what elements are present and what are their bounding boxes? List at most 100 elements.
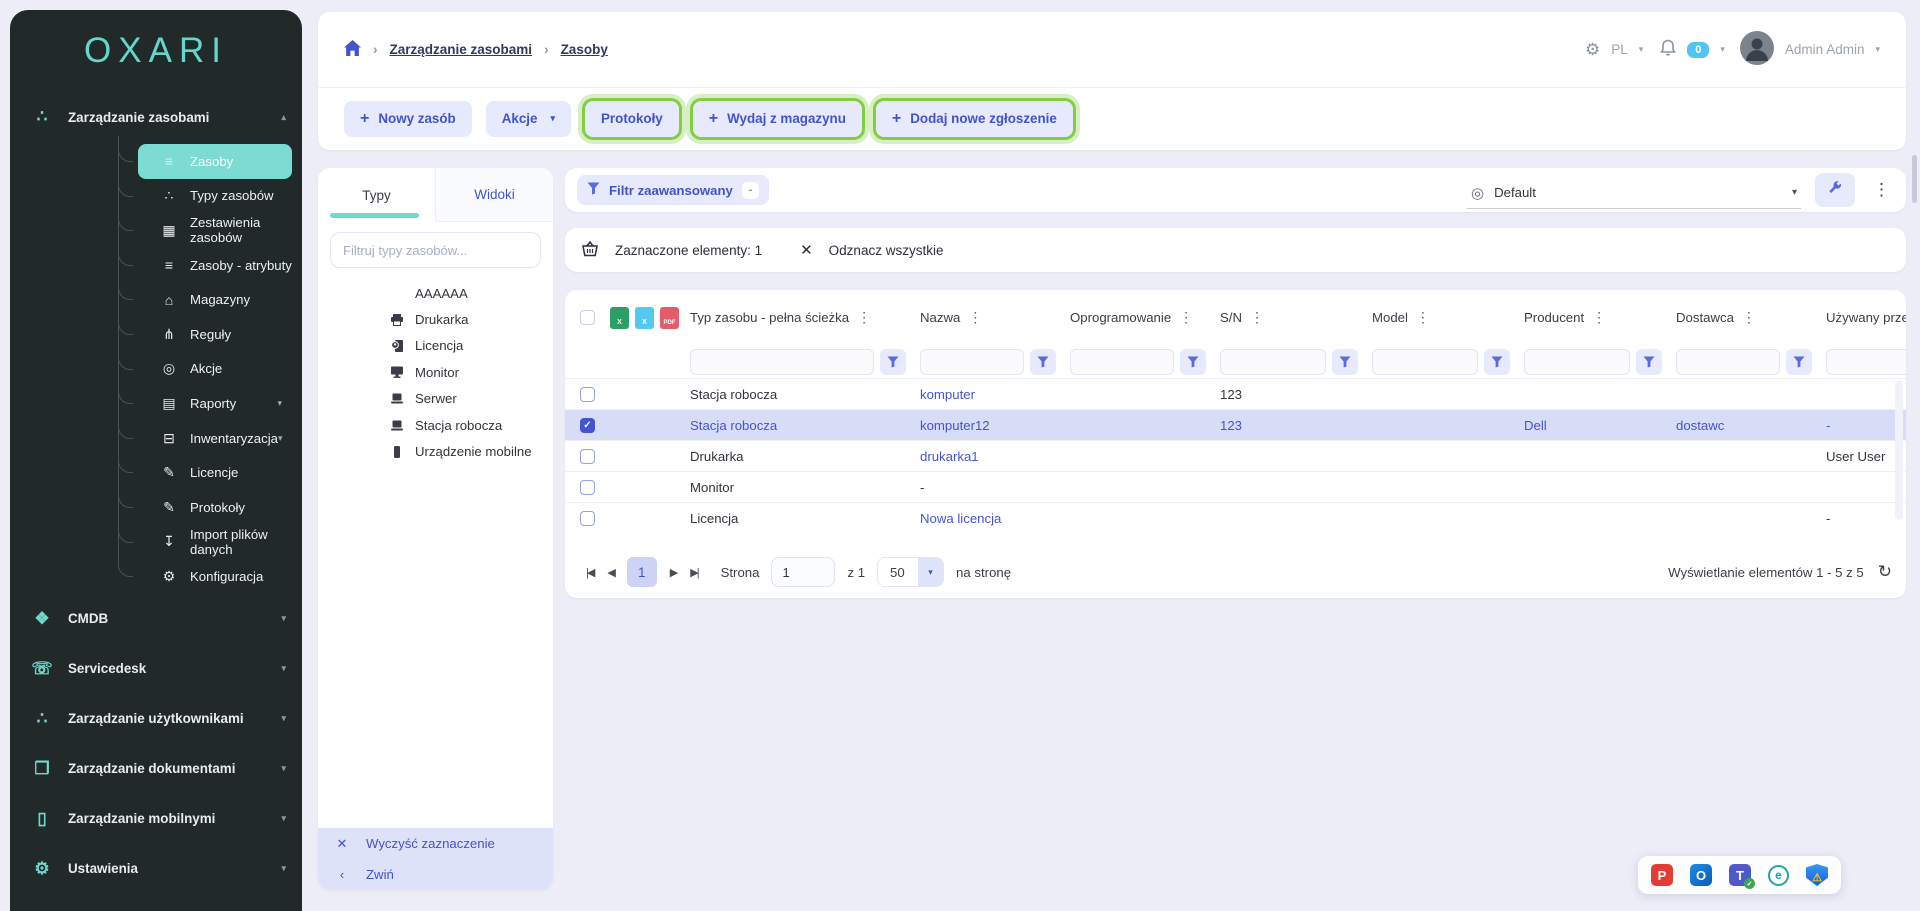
sidebar-item-zasoby[interactable]: ≡ Zasoby bbox=[118, 137, 292, 179]
asset-link[interactable]: drukarka1 bbox=[920, 448, 979, 464]
dodaj-nowe-zgloszenie-button[interactable]: + Dodaj nowe zgłoszenie bbox=[875, 100, 1073, 137]
sidebar-item-zasoby-atrybuty[interactable]: ≡ Zasoby - atrybuty bbox=[118, 240, 292, 283]
column-filter-button[interactable] bbox=[1786, 348, 1812, 375]
user-name[interactable]: Admin Admin bbox=[1784, 42, 1865, 57]
protokoly-button[interactable]: Protokoły bbox=[585, 100, 679, 137]
sidebar-item-konfiguracja[interactable]: ⚙ Konfiguracja bbox=[118, 552, 292, 594]
sidebar-section-ustawienia[interactable]: ⚙ Ustawienia ▾ bbox=[10, 844, 302, 894]
column-menu-icon[interactable]: ⋮ bbox=[1179, 309, 1194, 325]
red-p-app-icon[interactable]: P bbox=[1651, 864, 1673, 886]
tab-widoki[interactable]: Widoki bbox=[435, 168, 553, 222]
filter-input-dostawca[interactable] bbox=[1676, 348, 1780, 375]
gear-icon[interactable]: ⚙ bbox=[1584, 39, 1601, 59]
next-page-button[interactable]: ▶ bbox=[669, 566, 679, 579]
advanced-filter-button[interactable]: Filtr zaawansowany - bbox=[577, 175, 769, 205]
type-item-stacja-robocza[interactable]: Stacja robocza bbox=[318, 412, 553, 438]
table-row[interactable]: Monitor - bbox=[565, 471, 1906, 502]
filter-input-typ[interactable] bbox=[690, 348, 874, 375]
view-select[interactable]: ◎ Default ▾ bbox=[1467, 177, 1801, 209]
page-scrollbar-thumb[interactable] bbox=[1912, 155, 1917, 203]
sidebar-item-zestawienia-zasobow[interactable]: ▦ Zestawienia zasobów bbox=[118, 206, 292, 248]
column-filter-button[interactable] bbox=[1180, 348, 1206, 375]
current-page-button[interactable]: 1 bbox=[626, 557, 657, 587]
sidebar-section-servicedesk[interactable]: ☏ Servicedesk ▾ bbox=[10, 644, 302, 694]
teams-icon[interactable]: T ✓ bbox=[1729, 864, 1755, 889]
column-menu-icon[interactable]: ⋮ bbox=[1741, 309, 1756, 325]
table-row[interactable]: Licencja Nowa licencja - bbox=[565, 502, 1906, 533]
type-item-monitor[interactable]: Monitor bbox=[318, 359, 553, 385]
producer-link[interactable]: Dell bbox=[1524, 417, 1547, 433]
page-number-input[interactable] bbox=[771, 557, 836, 587]
tab-typy[interactable]: Typy bbox=[318, 168, 435, 222]
filter-input-producent[interactable] bbox=[1524, 348, 1630, 375]
column-filter-button[interactable] bbox=[1484, 348, 1510, 375]
sidebar-section-dokumenty[interactable]: ❐ Zarządzanie dokumentami ▾ bbox=[10, 744, 302, 794]
deselect-all-button[interactable]: Odznacz wszystkie bbox=[828, 242, 944, 258]
row-checkbox[interactable] bbox=[580, 448, 595, 464]
column-filter-button[interactable] bbox=[1332, 348, 1358, 375]
filter-input-model[interactable] bbox=[1372, 348, 1478, 375]
column-menu-icon[interactable]: ⋮ bbox=[968, 309, 983, 325]
table-row[interactable]: Stacja robocza komputer 123 bbox=[565, 378, 1906, 409]
export-csv-icon[interactable]: X bbox=[635, 306, 654, 329]
view-settings-button[interactable] bbox=[1815, 173, 1855, 207]
row-checkbox[interactable] bbox=[580, 386, 595, 402]
select-all-checkbox[interactable] bbox=[580, 310, 595, 325]
column-menu-icon[interactable]: ⋮ bbox=[1249, 309, 1264, 325]
sidebar-item-reguly[interactable]: ⋔ Reguły bbox=[118, 310, 292, 352]
refresh-icon[interactable]: ↻ bbox=[1877, 562, 1892, 581]
first-page-button[interactable]: |◀ bbox=[586, 566, 595, 579]
sidebar-item-licencje[interactable]: ✎ Licencje bbox=[118, 448, 292, 490]
type-filter-input[interactable] bbox=[330, 232, 541, 268]
home-icon[interactable] bbox=[344, 40, 361, 59]
filter-input-uzywany[interactable] bbox=[1826, 348, 1906, 375]
table-row[interactable]: Drukarka drukarka1 User User bbox=[565, 440, 1906, 471]
sidebar-item-typy-zasobow[interactable]: ∴ Typy zasobów bbox=[118, 171, 292, 214]
breadcrumb-link-zarzadzanie[interactable]: Zarządzanie zasobami bbox=[389, 42, 533, 57]
supplier-link[interactable]: dostawc bbox=[1676, 417, 1725, 433]
sidebar-item-magazyny[interactable]: ⌂ Magazyny bbox=[118, 275, 292, 317]
sidebar-section-mobilne[interactable]: ▯ Zarządzanie mobilnymi ▾ bbox=[10, 794, 302, 844]
table-row-selected[interactable]: ✓ Stacja robocza komputer12 123 Dell dos… bbox=[565, 409, 1906, 440]
asset-link[interactable]: komputer12 bbox=[920, 417, 990, 433]
sidebar-section-uzytkownicy[interactable]: ∴ Zarządzanie użytkownikami ▾ bbox=[10, 694, 302, 744]
column-menu-icon[interactable]: ⋮ bbox=[1415, 309, 1430, 325]
export-pdf-icon[interactable]: PDF bbox=[660, 306, 679, 329]
sidebar-item-inwentaryzacja[interactable]: ⊟ Inwentaryzacja ▾ bbox=[118, 413, 292, 456]
outlook-icon[interactable]: O bbox=[1690, 864, 1712, 886]
sidebar-item-protokoly[interactable]: ✎ Protokoły bbox=[118, 483, 292, 525]
export-xls-icon[interactable]: X bbox=[610, 306, 629, 329]
type-item-serwer[interactable]: Serwer bbox=[318, 386, 553, 412]
sidebar-item-akcje[interactable]: ◎ Akcje bbox=[118, 344, 292, 387]
type-item-urzadzenie-mobilne[interactable]: Urządzenie mobilne bbox=[318, 438, 553, 464]
filter-input-sn[interactable] bbox=[1220, 348, 1326, 375]
last-page-button[interactable]: ▶| bbox=[690, 566, 699, 579]
type-item-drukarka[interactable]: Drukarka bbox=[318, 306, 553, 332]
sidebar-section-zarzadzanie-zasobami[interactable]: ∴ Zarządzanie zasobami ▴ bbox=[10, 92, 302, 142]
asset-link[interactable]: Nowa licencja bbox=[920, 510, 1002, 526]
clear-selection-button[interactable]: ✕ Wyczyść zaznaczenie bbox=[318, 828, 553, 859]
wydaj-z-magazynu-button[interactable]: + Wydaj z magazynu bbox=[692, 100, 862, 137]
row-checkbox[interactable] bbox=[580, 510, 595, 526]
avatar[interactable] bbox=[1739, 31, 1774, 68]
per-page-select[interactable]: 50 ▾ bbox=[877, 557, 945, 587]
breadcrumb-link-zasoby[interactable]: Zasoby bbox=[560, 42, 608, 57]
column-filter-button[interactable] bbox=[1636, 348, 1662, 375]
eset-icon[interactable]: e bbox=[1768, 864, 1789, 886]
bell-icon[interactable] bbox=[1660, 39, 1677, 60]
sidebar-item-import-plikow[interactable]: ↧ Import plików danych bbox=[118, 517, 292, 560]
sidebar-section-cmdb[interactable]: ❖ CMDB ▾ bbox=[10, 594, 302, 644]
security-shield-warning-icon[interactable]: ⚠ bbox=[1806, 864, 1828, 886]
filter-input-oprogramowanie[interactable] bbox=[1070, 348, 1174, 375]
akcje-dropdown-button[interactable]: Akcje ▾ bbox=[485, 100, 571, 137]
row-checkbox[interactable] bbox=[580, 479, 595, 495]
asset-link[interactable]: komputer bbox=[920, 386, 975, 402]
prev-page-button[interactable]: ◀ bbox=[607, 566, 616, 579]
type-item-licencja[interactable]: Licencja bbox=[318, 333, 553, 359]
column-filter-button[interactable] bbox=[1030, 348, 1056, 375]
language-selector[interactable]: PL bbox=[1611, 42, 1628, 57]
filter-input-nazwa[interactable] bbox=[920, 348, 1024, 375]
more-options-icon[interactable]: ⋮ bbox=[1873, 180, 1890, 199]
column-filter-button[interactable] bbox=[880, 348, 906, 375]
new-asset-button[interactable]: + Nowy zasób bbox=[344, 100, 472, 137]
